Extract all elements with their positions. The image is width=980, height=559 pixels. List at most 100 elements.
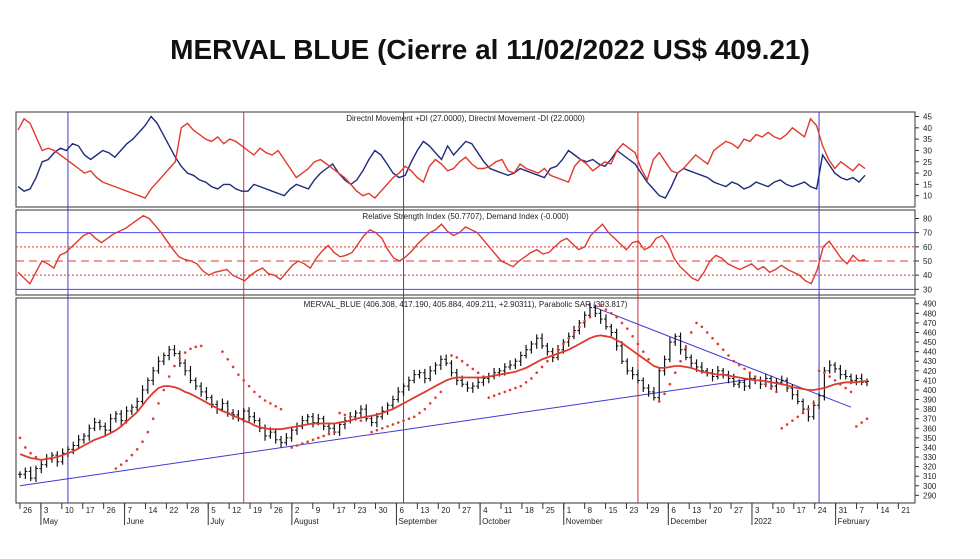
sar-dot — [663, 392, 666, 396]
trendline — [19, 377, 756, 487]
y-tick-label: 10 — [923, 192, 932, 201]
y-tick-label: 20 — [923, 169, 932, 178]
sar-dot — [567, 336, 570, 340]
x-month-label: July — [210, 517, 224, 526]
sar-dot — [237, 373, 240, 376]
sar-dot — [610, 312, 613, 315]
sar-dot — [487, 396, 491, 399]
x-tick-label: 1 — [567, 506, 572, 515]
sar-dot — [274, 404, 277, 408]
sar-dot — [833, 379, 837, 382]
x-tick-label: 17 — [797, 506, 806, 515]
sar-dot — [242, 379, 246, 382]
y-tick-label: 460 — [923, 328, 937, 337]
sar-dot — [258, 395, 262, 398]
sar-dot — [492, 394, 496, 398]
sar-dot — [183, 351, 187, 354]
sar-dot — [812, 402, 816, 405]
sar-dot — [295, 444, 299, 447]
sar-dot — [769, 386, 773, 390]
sar-dot — [641, 350, 645, 353]
sar-dot — [839, 382, 842, 386]
sar-dot — [828, 375, 832, 378]
sar-dot — [780, 426, 784, 430]
sar-dot — [338, 411, 341, 415]
sar-dot — [332, 430, 336, 434]
y-tick-label: 350 — [923, 434, 937, 443]
sar-dot — [24, 446, 27, 449]
y-tick-label: 15 — [923, 180, 932, 189]
x-tick-label: 7 — [128, 506, 133, 515]
x-tick-label: 3 — [755, 506, 760, 515]
sar-dot — [167, 375, 171, 378]
panel-title-2: Relative Strength Index (50.7707), Deman… — [362, 212, 569, 221]
sar-dot — [391, 423, 395, 426]
y-tick-label: 40 — [923, 271, 932, 280]
x-tick-label: 15 — [609, 506, 618, 515]
y-tick-label: 290 — [923, 491, 937, 500]
sar-dot — [791, 419, 794, 422]
x-tick-label: 2 — [295, 506, 300, 515]
x-tick-label: 22 — [169, 506, 178, 515]
y-tick-label: 380 — [923, 405, 937, 414]
y-tick-label: 60 — [923, 243, 932, 252]
sar-dot — [173, 364, 176, 368]
sar-dot — [540, 365, 544, 369]
sar-dot — [498, 392, 501, 396]
x-tick-label: 18 — [525, 506, 534, 515]
x-tick-label: 6 — [399, 506, 404, 515]
sar-dot — [370, 430, 373, 434]
x-tick-label: 4 — [483, 506, 488, 515]
sar-dot — [849, 390, 853, 394]
x-tick-label: 23 — [629, 506, 638, 515]
sar-dot — [615, 315, 618, 319]
x-tick-label: 3 — [44, 506, 49, 515]
x-tick-label: 30 — [379, 506, 388, 515]
rsi-line — [17, 214, 866, 285]
sar-dot — [125, 459, 128, 463]
chart-panels: Directnl Movement +DI (27.0000), Directn… — [15, 111, 937, 504]
sar-dot — [450, 354, 453, 357]
x-tick-label: 23 — [358, 506, 367, 515]
sar-dot — [519, 384, 523, 388]
sar-dot — [732, 359, 736, 363]
sar-dot — [860, 421, 863, 424]
x-tick-label: 13 — [692, 506, 701, 515]
sar-dot — [695, 321, 698, 325]
sar-dot — [530, 377, 533, 380]
x-tick-label: 17 — [337, 506, 346, 515]
y-tick-label: 330 — [923, 453, 937, 462]
sar-dot — [807, 407, 810, 411]
sar-dot — [503, 390, 507, 394]
sar-dot — [743, 367, 746, 371]
y-tick-label: 420 — [923, 367, 937, 376]
y-tick-label: 40 — [923, 124, 932, 133]
sar-dot — [348, 415, 352, 419]
sar-dot — [231, 365, 235, 369]
sar-dot — [263, 399, 267, 402]
sar-dot — [386, 425, 389, 428]
sar-dot — [29, 451, 32, 455]
sar-dot — [359, 419, 363, 422]
chart-title: MERVAL BLUE (Cierre al 11/02/2022 US$ 40… — [170, 34, 810, 65]
sar-dot — [625, 327, 629, 330]
panel-frame-1 — [15, 111, 916, 208]
y-tick-label: 310 — [923, 472, 937, 481]
x-tick-label: 9 — [316, 506, 321, 515]
panel-frame-2 — [15, 209, 916, 296]
sar-dot — [705, 331, 709, 334]
sar-dot — [737, 363, 741, 367]
sar-dot — [412, 415, 416, 419]
y-tick-label: 450 — [923, 338, 937, 347]
sar-dot — [151, 417, 155, 421]
panel-title-3: MERVAL_BLUE (406.308, 417.190, 405.884, … — [304, 300, 628, 309]
sar-dot — [721, 348, 725, 352]
sar-dot — [711, 336, 714, 340]
x-tick-label: 12 — [232, 506, 241, 515]
sar-dot — [631, 335, 634, 338]
sar-dot — [114, 467, 118, 470]
sar-dot — [199, 344, 203, 348]
y-tick-label: 300 — [923, 482, 937, 491]
y-tick-label: 25 — [923, 158, 932, 167]
trendline — [595, 307, 852, 408]
